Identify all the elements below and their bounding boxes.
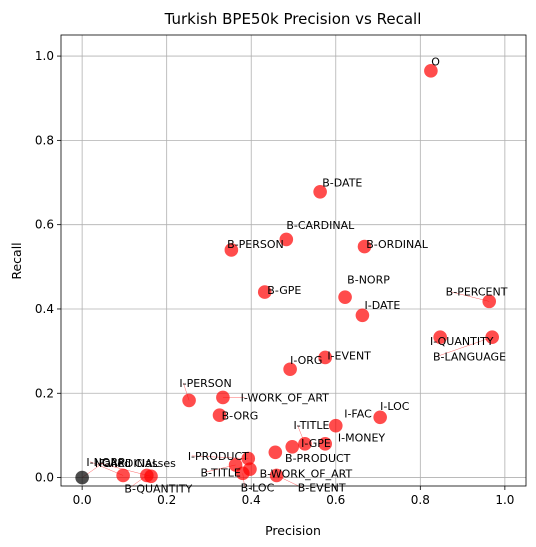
- data-point: [338, 290, 352, 304]
- data-point: [182, 393, 196, 408]
- data-point: [285, 440, 300, 454]
- data-point: [212, 408, 227, 422]
- data-point: [279, 232, 294, 247]
- data-point: [144, 469, 158, 484]
- y-tick-label: 0.6: [35, 218, 54, 232]
- point-label: B-CARDINAL: [286, 219, 355, 232]
- y-tick-label: 1.0: [35, 49, 54, 63]
- point-label: B-DATE: [322, 177, 362, 190]
- point-label: I-DATE: [365, 299, 401, 312]
- data-point: [241, 451, 256, 466]
- x-tick-label: 0.2: [157, 493, 176, 507]
- point-label: I-ORG: [290, 354, 322, 367]
- data-point: [224, 243, 239, 257]
- point-label: B-NORP: [347, 274, 390, 287]
- data-point: [318, 437, 333, 451]
- point-label: B-PERSON: [227, 238, 284, 251]
- point-label: O: [431, 55, 440, 68]
- x-tick-label: 0.0: [73, 493, 92, 507]
- plot-frame: [60, 34, 527, 487]
- point-label: B-TITLE: [201, 466, 241, 479]
- point-label: B-GPE: [267, 284, 301, 297]
- data-point: [355, 308, 370, 323]
- data-point: [216, 390, 230, 405]
- data-point: [424, 64, 438, 78]
- point-label: I-MONEY: [338, 432, 386, 445]
- y-tick-label: 0.0: [35, 471, 54, 485]
- point-label: I-QUANTITY: [430, 335, 494, 348]
- data-point: [373, 410, 387, 425]
- point-label: I-GPE: [301, 437, 331, 450]
- point-label: I-FAC: [344, 407, 372, 420]
- chart-title: Turkish BPE50k Precision vs Recall: [164, 10, 422, 28]
- data-point: [269, 468, 284, 483]
- y-tick-label: 0.2: [35, 386, 54, 400]
- data-point: [485, 330, 499, 345]
- data-point: [116, 468, 130, 483]
- x-tick-label: 1.0: [495, 493, 514, 507]
- x-tick-label: 0.4: [242, 493, 261, 507]
- point-label: B-ORDINAL: [366, 238, 429, 251]
- data-point: [482, 294, 497, 309]
- point-label: I-PRODUCT: [188, 450, 249, 463]
- point-label: B-EVENT: [298, 481, 346, 494]
- point-label: B-PRODUCT: [285, 452, 351, 465]
- label-leader-line: [436, 336, 493, 357]
- point-label: B-LANGUAGE: [433, 350, 506, 363]
- axes: 0.0 0.2 0.4 0.6 0.8 1.0 0.0 0.2 0.4 0.6 0.8 1.0: [35, 49, 515, 507]
- x-tick-label: 0.6: [326, 493, 345, 507]
- y-tick-label: 0.8: [35, 133, 54, 147]
- point-label: B-WORK_OF_ART: [260, 468, 353, 481]
- point-label: I-PERSON: [179, 377, 231, 390]
- data-point: [75, 470, 89, 485]
- data-point: [357, 239, 372, 254]
- data-point: [235, 466, 250, 481]
- point-label: B-PERCENT: [446, 285, 508, 298]
- gridlines: [61, 35, 526, 486]
- data-points: [75, 64, 499, 485]
- point-label: B-LOC: [241, 481, 275, 494]
- point-label: I-LOC: [380, 400, 410, 413]
- data-point: [257, 285, 272, 299]
- point-label: Failed Classes: [99, 457, 176, 470]
- data-point: [268, 445, 283, 460]
- data-point: [328, 418, 343, 433]
- point-label: I-CARDINAL: [95, 457, 160, 470]
- label-leader-line: [191, 455, 249, 459]
- data-point: [318, 350, 333, 365]
- data-point: [313, 184, 327, 199]
- data-point: [298, 437, 312, 451]
- data-point: [283, 362, 297, 377]
- y-axis-label: Recall: [9, 242, 24, 279]
- point-label: I-WORK_OF_ART: [241, 392, 330, 405]
- point-label: I-EVENT: [327, 350, 371, 363]
- x-tick-label: 0.8: [411, 493, 430, 507]
- point-label: I-NORP: [86, 456, 125, 469]
- point-label: I-TITLE: [294, 419, 330, 432]
- data-point: [433, 330, 447, 345]
- x-axis-label: Precision: [265, 523, 321, 538]
- point-label: B-ORG: [222, 409, 259, 422]
- y-tick-label: 0.4: [35, 302, 54, 316]
